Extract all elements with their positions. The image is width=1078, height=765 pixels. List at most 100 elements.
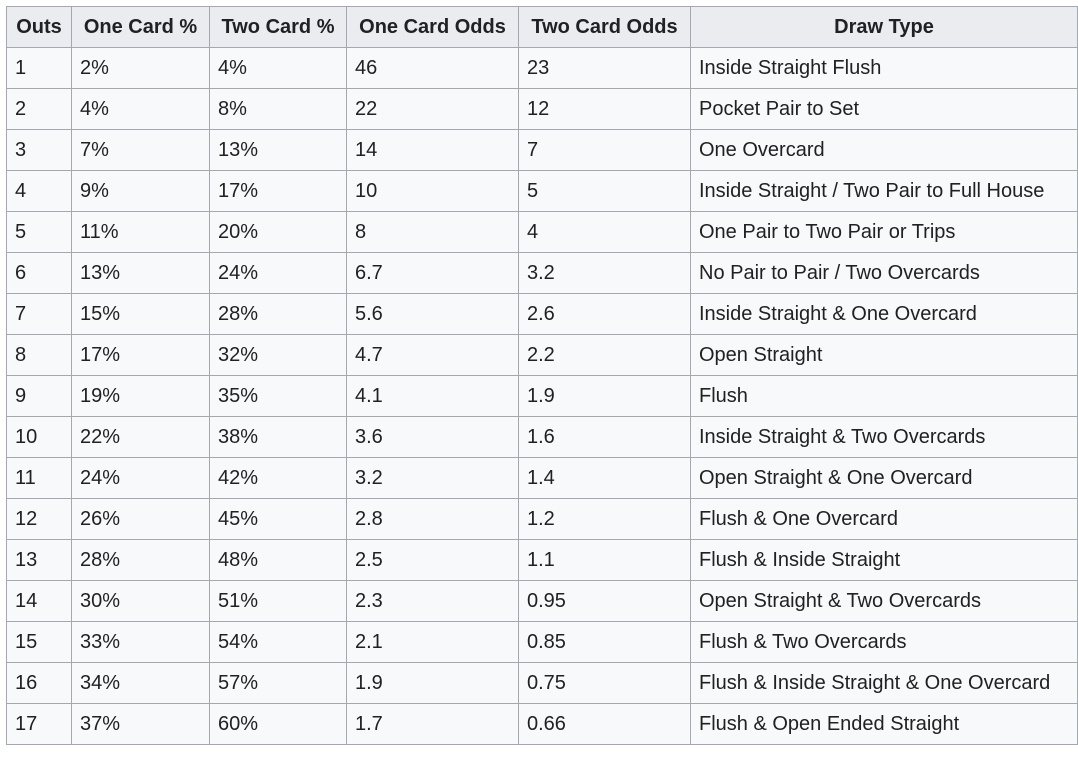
cell-one-card-percent: 33% [71,621,210,663]
cell-one-card-percent: 15% [71,293,210,335]
cell-one-card-odds: 5.6 [346,293,519,335]
cell-one-card-odds: 2.5 [346,539,519,581]
cell-draw-type: Flush & Inside Straight & One Overcard [690,662,1078,704]
cell-two-card-percent: 28% [209,293,347,335]
cell-one-card-percent: 17% [71,334,210,376]
header-one-card-percent[interactable]: One Card % [71,6,210,48]
cell-one-card-percent: 26% [71,498,210,540]
cell-one-card-odds: 10 [346,170,519,212]
cell-two-card-odds: 7 [518,129,691,171]
cell-one-card-odds: 22 [346,88,519,130]
cell-one-card-odds: 2.3 [346,580,519,622]
table-row: 1 2% 4% 46 23 Inside Straight Flush [6,47,1078,89]
cell-one-card-percent: 34% [71,662,210,704]
table-row: 6 13% 24% 6.7 3.2 No Pair to Pair / Two Overc… [6,252,1078,294]
cell-two-card-odds: 0.66 [518,703,691,745]
cell-two-card-odds: 1.1 [518,539,691,581]
header-row: Outs One Card % Two Card % One Card Odds… [6,6,1078,48]
cell-one-card-percent: 9% [71,170,210,212]
cell-draw-type: Open Straight [690,334,1078,376]
cell-one-card-odds: 4.1 [346,375,519,417]
cell-one-card-odds: 1.7 [346,703,519,745]
cell-one-card-odds: 8 [346,211,519,253]
table-body: 1 2% 4% 46 23 Inside Straight Flush 2 4% 8% 22 12 P… [6,47,1078,745]
cell-one-card-percent: 13% [71,252,210,294]
cell-outs: 11 [6,457,72,499]
cell-one-card-odds: 46 [346,47,519,89]
cell-draw-type: Open Straight & One Overcard [690,457,1078,499]
cell-one-card-percent: 24% [71,457,210,499]
cell-outs: 16 [6,662,72,704]
cell-one-card-percent: 2% [71,47,210,89]
header-draw-type[interactable]: Draw Type [690,6,1078,48]
header-one-card-odds[interactable]: One Card Odds [346,6,519,48]
cell-outs: 12 [6,498,72,540]
cell-two-card-odds: 1.9 [518,375,691,417]
cell-one-card-odds: 2.1 [346,621,519,663]
cell-draw-type: One Pair to Two Pair or Trips [690,211,1078,253]
cell-two-card-odds: 1.2 [518,498,691,540]
table-row: 13 28% 48% 2.5 1.1 Flush & Inside Straight [6,539,1078,581]
cell-draw-type: Flush & Two Overcards [690,621,1078,663]
table-row: 11 24% 42% 3.2 1.4 Open Straight & One Overca… [6,457,1078,499]
cell-two-card-odds: 3.2 [518,252,691,294]
cell-draw-type: Inside Straight / Two Pair to Full House [690,170,1078,212]
cell-draw-type: Open Straight & Two Overcards [690,580,1078,622]
cell-two-card-odds: 0.75 [518,662,691,704]
cell-draw-type: One Overcard [690,129,1078,171]
cell-draw-type: Flush & Open Ended Straight [690,703,1078,745]
cell-outs: 3 [6,129,72,171]
cell-two-card-odds: 0.95 [518,580,691,622]
cell-outs: 4 [6,170,72,212]
table-row: 9 19% 35% 4.1 1.9 Flush [6,375,1078,417]
cell-two-card-percent: 51% [209,580,347,622]
cell-one-card-percent: 37% [71,703,210,745]
table-row: 2 4% 8% 22 12 Pocket Pair to Set [6,88,1078,130]
cell-outs: 1 [6,47,72,89]
cell-two-card-odds: 0.85 [518,621,691,663]
cell-two-card-percent: 57% [209,662,347,704]
cell-two-card-percent: 38% [209,416,347,458]
cell-outs: 15 [6,621,72,663]
table-row: 14 30% 51% 2.3 0.95 Open Straight & Two Overc… [6,580,1078,622]
cell-two-card-percent: 8% [209,88,347,130]
cell-outs: 8 [6,334,72,376]
cell-one-card-percent: 7% [71,129,210,171]
cell-two-card-percent: 24% [209,252,347,294]
cell-two-card-percent: 4% [209,47,347,89]
cell-one-card-odds: 14 [346,129,519,171]
cell-one-card-odds: 2.8 [346,498,519,540]
cell-two-card-percent: 45% [209,498,347,540]
header-outs[interactable]: Outs [6,6,72,48]
cell-draw-type: Flush [690,375,1078,417]
header-two-card-odds[interactable]: Two Card Odds [518,6,691,48]
cell-draw-type: Inside Straight Flush [690,47,1078,89]
cell-two-card-odds: 23 [518,47,691,89]
cell-two-card-odds: 2.6 [518,293,691,335]
table-row: 4 9% 17% 10 5 Inside Straight / Two Pair to F… [6,170,1078,212]
cell-outs: 17 [6,703,72,745]
table-row: 10 22% 38% 3.6 1.6 Inside Straight & Two Over… [6,416,1078,458]
cell-draw-type: Pocket Pair to Set [690,88,1078,130]
cell-outs: 7 [6,293,72,335]
cell-one-card-percent: 19% [71,375,210,417]
table-row: 3 7% 13% 14 7 One Overcard [6,129,1078,171]
cell-outs: 6 [6,252,72,294]
cell-outs: 13 [6,539,72,581]
cell-one-card-odds: 1.9 [346,662,519,704]
header-two-card-percent[interactable]: Two Card % [209,6,347,48]
cell-draw-type: Flush & One Overcard [690,498,1078,540]
cell-one-card-percent: 22% [71,416,210,458]
cell-one-card-odds: 3.6 [346,416,519,458]
cell-outs: 2 [6,88,72,130]
cell-two-card-percent: 32% [209,334,347,376]
table-row: 7 15% 28% 5.6 2.6 Inside Straight & One Overc… [6,293,1078,335]
cell-one-card-percent: 11% [71,211,210,253]
cell-two-card-odds: 5 [518,170,691,212]
cell-draw-type: No Pair to Pair / Two Overcards [690,252,1078,294]
table-row: 16 34% 57% 1.9 0.75 Flush & Inside Straight &… [6,662,1078,704]
cell-one-card-odds: 6.7 [346,252,519,294]
cell-two-card-percent: 48% [209,539,347,581]
table-row: 8 17% 32% 4.7 2.2 Open Straight [6,334,1078,376]
cell-two-card-odds: 1.6 [518,416,691,458]
